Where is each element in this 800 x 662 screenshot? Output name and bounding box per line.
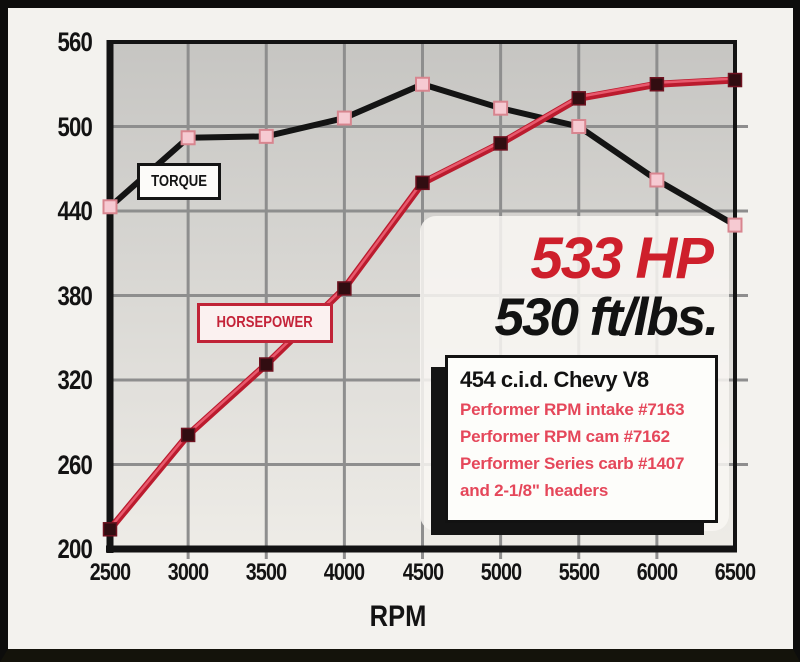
torque-headline: 530 ft/lbs. [494,288,719,347]
y-tick-label: 320 [57,365,93,395]
horsepower-series-label-text: HORSEPOWER [216,314,314,331]
horsepower-headline: 533 HP [530,226,714,291]
spec-line-cam: Performer RPM cam #7162 [460,427,670,446]
x-tick-label: 4500 [402,559,443,586]
spec-line-headers: and 2-1/8" headers [460,481,609,500]
x-tick-label: 6000 [636,559,678,586]
engine-name: 454 c.i.d. Chevy V8 [460,367,649,392]
x-tick-label: 2500 [89,559,131,586]
engine-spec-box: 454 c.i.d. Chevy V8 Performer RPM intake… [445,355,718,523]
y-tick-label: 200 [57,534,93,564]
torque-series-label-text: TORQUE [151,172,207,190]
y-tick-label: 260 [57,449,93,480]
x-axis-title: RPM [369,600,427,633]
torque-series-label: TORQUE [137,163,221,200]
y-tick-label: 440 [57,196,93,226]
y-tick-label: 500 [57,111,93,142]
x-tick-label: 3500 [245,559,287,586]
x-tick-label: 5000 [480,559,521,586]
y-tick-label: 560 [57,27,93,57]
spec-line-intake: Performer RPM intake #7163 [460,400,685,419]
y-tick-label: 380 [57,280,93,311]
x-tick-label: 4000 [324,559,365,586]
spec-line-carb: Performer Series carb #1407 [460,454,685,473]
x-tick-label: 3000 [167,559,209,586]
x-tick-label: 5500 [558,559,599,586]
x-tick-label: 6500 [714,559,756,586]
horsepower-series-label: HORSEPOWER [197,303,333,343]
